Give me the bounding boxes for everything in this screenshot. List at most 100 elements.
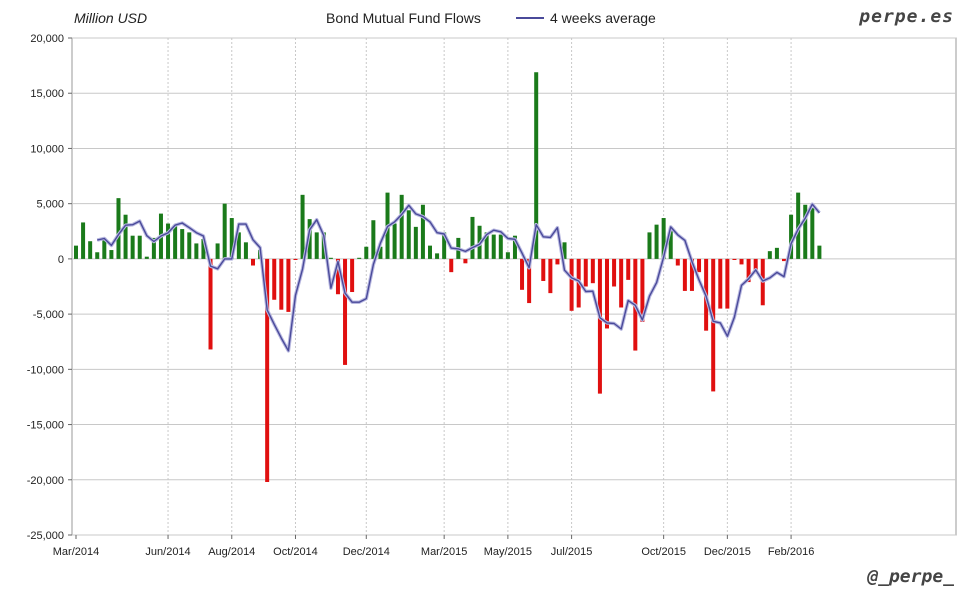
flow-bar [74, 245, 78, 259]
bars-layer [74, 72, 822, 482]
flow-bar [548, 258, 553, 294]
flow-bar [201, 239, 206, 259]
flow-bar [626, 258, 631, 280]
flow-bar [88, 241, 93, 259]
x-tick-label: May/2015 [484, 546, 532, 558]
handle-watermark: @_perpe_ [867, 566, 954, 587]
flow-bar [796, 192, 801, 259]
flow-bar [279, 258, 284, 310]
flow-bar [328, 257, 333, 259]
unit-label: Million USD [74, 10, 148, 26]
flow-bar [236, 232, 241, 259]
flow-bar [534, 72, 539, 259]
flow-bar [682, 258, 687, 291]
flow-bar [583, 258, 588, 287]
flow-bar [512, 235, 517, 259]
flow-bar [647, 232, 652, 259]
flow-bar [300, 194, 305, 259]
flow-bar [208, 258, 213, 350]
flow-bar [718, 258, 723, 309]
flow-bar [314, 232, 319, 259]
flow-bar [739, 258, 744, 265]
x-tick-label: Mar/2014 [53, 546, 99, 558]
flow-bar [810, 208, 815, 259]
y-tick-label: -5,000 [33, 309, 64, 321]
flow-bar [392, 223, 397, 259]
x-tick-label: Aug/2014 [208, 546, 255, 558]
flow-bar [520, 258, 525, 290]
x-tick-label: Oct/2014 [273, 546, 318, 558]
flow-bar [668, 231, 673, 259]
brand-watermark: perpe.es [859, 6, 954, 27]
flow-bar [364, 246, 369, 259]
flow-bar [484, 232, 489, 259]
flow-bar [661, 218, 666, 259]
flow-bar [569, 258, 574, 311]
flow-bar [350, 258, 355, 293]
flow-bar [555, 258, 560, 265]
flow-bar [463, 258, 468, 264]
legend-line-swatch [516, 17, 544, 19]
flow-bar [413, 226, 418, 259]
flow-bar [675, 258, 680, 266]
flow-bar [144, 256, 149, 259]
flow-bar [265, 258, 270, 482]
flow-bar [109, 250, 114, 259]
flow-bar [803, 204, 808, 259]
flow-bar [491, 234, 496, 259]
flow-bar [130, 235, 135, 259]
y-tick-label: 10,000 [30, 143, 64, 155]
flow-bar [689, 258, 694, 291]
flow-bar [187, 232, 192, 259]
x-tick-label: Feb/2016 [768, 546, 814, 558]
flow-bar [562, 242, 567, 259]
average-line-halo [96, 202, 821, 353]
flow-bar [272, 258, 277, 300]
x-tick-label: Dec/2014 [343, 546, 390, 558]
flow-bar [789, 214, 794, 259]
flow-bar [378, 246, 383, 259]
flow-bar [541, 258, 546, 281]
y-tick-label: -25,000 [27, 530, 64, 542]
flow-bar [371, 220, 376, 259]
chart-title: Bond Mutual Fund Flows [326, 10, 481, 26]
flow-bar [619, 258, 624, 308]
x-tick-label: Mar/2015 [421, 546, 467, 558]
flow-bar [782, 258, 786, 262]
flow-bar [605, 258, 609, 329]
y-tick-label: -15,000 [27, 420, 64, 432]
x-tick-label: Jul/2015 [551, 546, 593, 558]
flow-bar [697, 258, 702, 273]
flow-bar [357, 257, 362, 259]
flow-bar [166, 223, 171, 259]
flow-bar [498, 234, 503, 259]
flow-bar [399, 194, 404, 259]
flow-bar [123, 214, 128, 259]
flow-bar [449, 258, 454, 273]
flow-bar [746, 258, 751, 283]
flow-bar [435, 253, 440, 259]
flow-bar [753, 258, 758, 274]
flow-bar [116, 198, 121, 259]
flow-bar [612, 258, 617, 287]
flow-bar [243, 242, 248, 259]
flow-bar [251, 258, 255, 266]
x-tick-label: Jun/2014 [145, 546, 190, 558]
y-tick-label: -20,000 [27, 475, 64, 487]
flow-bar [286, 258, 291, 312]
flow-bar [590, 258, 595, 284]
flow-bar [222, 203, 227, 259]
x-tick-label: Dec/2015 [704, 546, 751, 558]
flow-bar [215, 243, 220, 259]
flow-bar [711, 258, 716, 392]
plot-frame [71, 37, 957, 536]
flow-bar [180, 229, 185, 259]
flow-bar [428, 245, 432, 259]
flow-bar [505, 252, 510, 259]
flow-bar [732, 258, 737, 260]
flow-bar [817, 245, 822, 259]
legend-label: 4 weeks average [550, 10, 656, 26]
flow-bar [194, 243, 199, 259]
average-line [97, 203, 820, 352]
flow-bar [406, 210, 411, 259]
